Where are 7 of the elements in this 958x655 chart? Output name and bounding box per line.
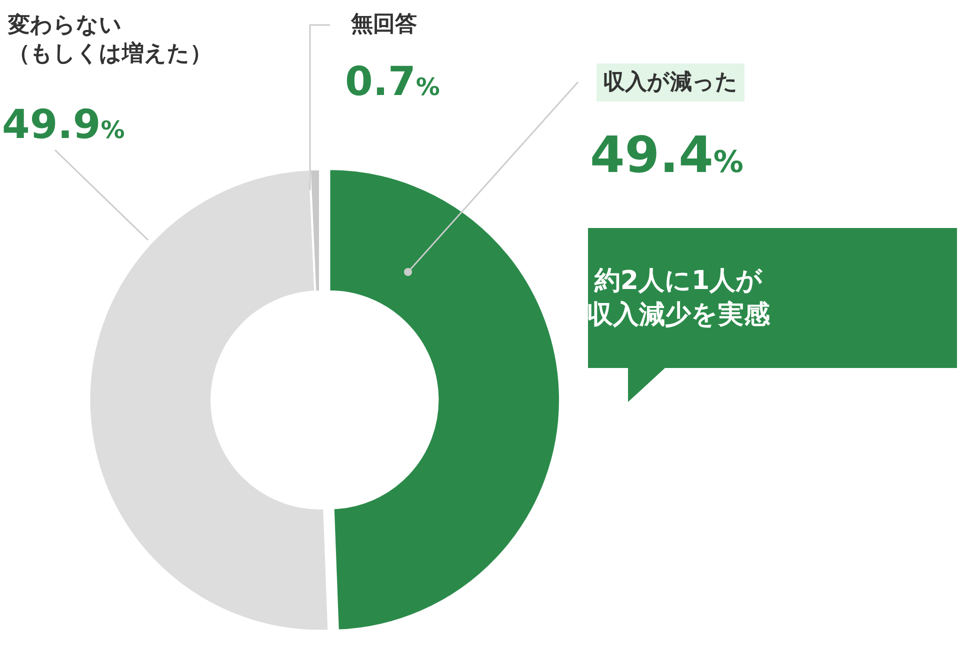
slice-label: 無回答 [350,12,417,37]
data-label: 49.9% [2,102,125,148]
slice-label: 収入が減った [603,70,738,95]
slice-label: 変わらない（もしくは増えた） [7,12,212,67]
data-label: 49.4% [590,126,744,184]
data-label: 0.7% [345,59,440,105]
text: 約2人に1人が収入減少を実感 [587,266,771,330]
